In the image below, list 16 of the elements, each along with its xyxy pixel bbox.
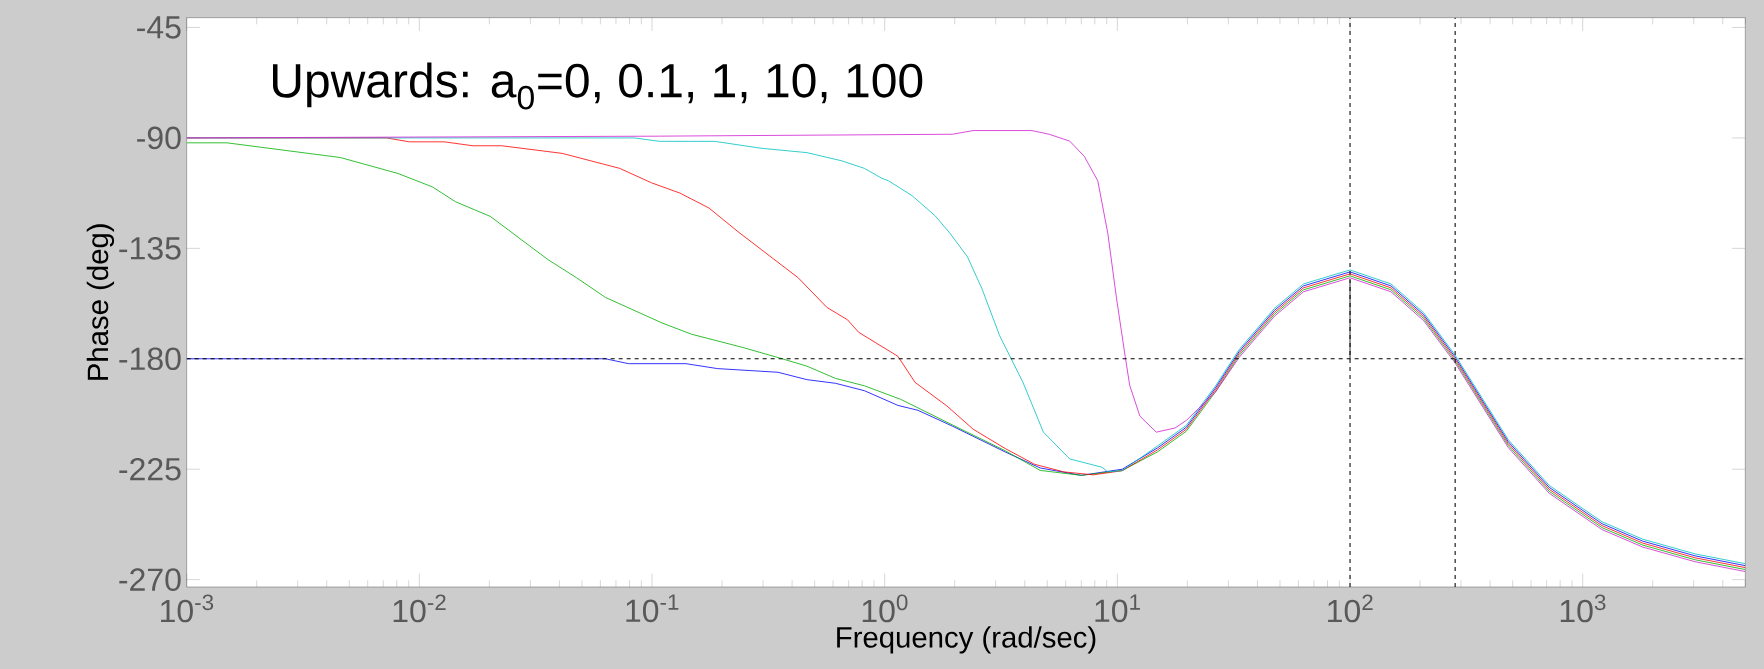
x-tick-label: 10$^{-2}$ — [393, 594, 446, 623]
y-tick-label: -225 — [119, 457, 181, 481]
y-tick-label: -270 — [119, 568, 181, 591]
y-tick-label: -180 — [119, 347, 181, 371]
x-tick-label: 10$^{-3}$ — [161, 594, 214, 623]
y-tick-label: -135 — [119, 237, 181, 260]
x-tick-label: 10$^{0}$ — [862, 594, 908, 623]
x-axis-title: Frequency (rad/sec) — [837, 626, 1096, 654]
x-tick-label: 10$^{1}$ — [1095, 594, 1140, 623]
x-tick-label: 10$^{3}$ — [1560, 594, 1606, 623]
annotation: Upwards: a$_{0}$=0, 0.1, 1, 10, 100 — [273, 62, 923, 110]
x-tick-label: 10$^{2}$ — [1328, 594, 1373, 623]
y-axis-title: Phase (deg) — [86, 224, 115, 380]
y-tick-label: -90 — [137, 126, 181, 150]
y-tick-label: -45 — [137, 16, 181, 39]
x-tick-label: 10$^{-1}$ — [626, 594, 679, 623]
